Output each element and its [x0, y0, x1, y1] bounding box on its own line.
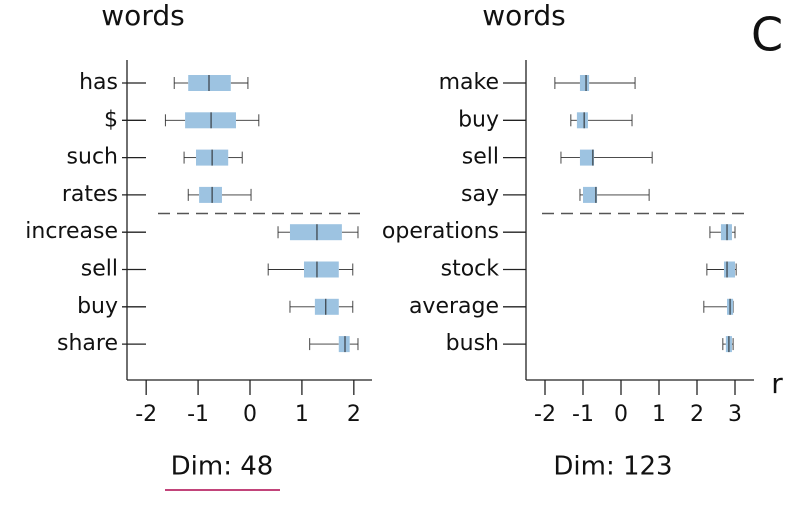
y-tick-label: buy: [458, 107, 499, 132]
y-tick-label: has: [79, 70, 118, 95]
y-tick-label: rates: [62, 182, 118, 207]
y-tick-label: such: [67, 145, 118, 170]
box: [723, 261, 735, 278]
y-axis-label: words: [101, 0, 184, 32]
box: [314, 298, 339, 315]
box: [185, 112, 236, 129]
x-tick-label: 2: [690, 402, 704, 427]
y-tick-label: average: [409, 294, 499, 319]
box: [576, 112, 588, 129]
y-tick-label: make: [439, 70, 499, 95]
x-tick-label: 3: [728, 402, 742, 427]
x-tick-label: 1: [295, 402, 309, 427]
y-axis-label: words: [482, 0, 565, 32]
box: [579, 75, 590, 91]
y-tick-label: share: [57, 331, 118, 356]
box: [579, 149, 595, 166]
y-tick-label: say: [461, 182, 499, 207]
x-tick-label: -1: [572, 402, 594, 427]
y-tick-label: increase: [25, 219, 118, 244]
x-tick-label: -1: [187, 402, 209, 427]
y-tick-label: sell: [81, 257, 118, 282]
x-tick-label: -2: [534, 402, 556, 427]
box: [199, 186, 222, 203]
x-tick-label: -2: [135, 402, 157, 427]
box: [720, 224, 732, 241]
x-tick-label: 0: [614, 402, 628, 427]
box: [338, 336, 350, 353]
panel-label: C: [751, 8, 783, 62]
dimension-tab[interactable]: Dim: 48: [171, 452, 274, 482]
x-tick-label: 0: [243, 402, 257, 427]
box: [303, 261, 339, 278]
x-tick-label: 1: [652, 402, 666, 427]
y-tick-label: operations: [382, 219, 499, 244]
dimension-tab[interactable]: Dim: 123: [553, 452, 672, 482]
y-tick-label: buy: [77, 294, 118, 319]
y-tick-label: sell: [462, 145, 499, 170]
box: [583, 186, 598, 203]
box: [289, 224, 342, 241]
y-tick-label: stock: [441, 257, 500, 282]
y-tick-label: bush: [446, 331, 499, 356]
x-axis-label: r: [771, 367, 783, 400]
y-tick-label: $: [104, 107, 118, 132]
x-tick-label: 2: [347, 402, 361, 427]
box: [188, 75, 231, 91]
